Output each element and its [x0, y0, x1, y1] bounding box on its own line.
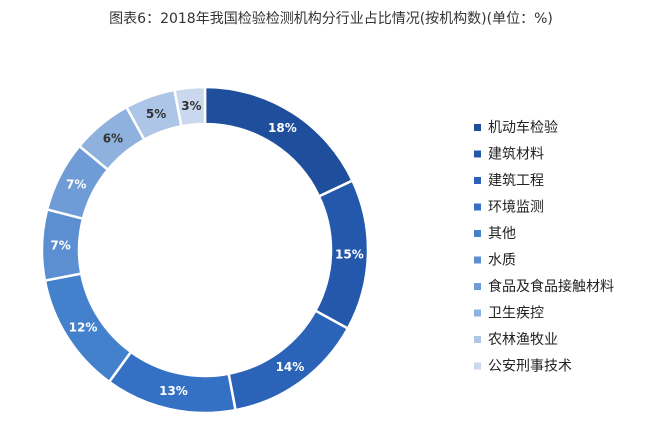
slice-label-3: 14% [276, 360, 305, 374]
slice-1 [203, 85, 355, 199]
legend-marker-10 [474, 362, 481, 370]
slice-label-8: 6% [103, 132, 123, 146]
legend-label-9: 农林渔牧业 [488, 332, 558, 348]
legend-marker-3 [474, 177, 481, 184]
legend-marker-6 [474, 256, 481, 264]
legend: 机动车检验建筑材料建筑工程环境监测其他水质食品及食品接触材料卫生疾控农林渔牧业公… [474, 119, 614, 375]
legend-label-1: 机动车检验 [488, 119, 558, 136]
slice-label-9: 5% [146, 107, 166, 121]
legend-marker-9 [474, 336, 481, 343]
slice-label-2: 15% [335, 248, 364, 262]
legend-marker-7 [474, 283, 481, 290]
slice-label-4: 13% [159, 384, 188, 398]
legend-label-3: 建筑工程 [488, 173, 544, 189]
slice-label-7: 7% [66, 177, 86, 191]
slice-label-10: 3% [181, 99, 201, 113]
slice-label-6: 7% [50, 238, 70, 252]
legend-marker-1 [474, 124, 481, 131]
legend-label-6: 水质 [488, 253, 516, 269]
legend-label-5: 其他 [488, 226, 516, 242]
slice-labels: 18% 15% 14% 13% 12% 7% 7% 6% 5% 3% [50, 99, 363, 398]
legend-label-2: 建筑材料 [488, 147, 544, 163]
slice-label-5: 12% [69, 320, 98, 334]
legend-label-8: 卫生疾控 [488, 306, 544, 322]
chart-title: 图表6：2018年我国检验检测机构分行业占比情况(按机构数)(单位：%) [109, 11, 553, 27]
slice-4 [107, 350, 238, 415]
slice-10 [172, 85, 207, 128]
legend-marker-4 [474, 203, 481, 211]
legend-label-7: 食品及食品接触材料 [488, 278, 614, 295]
legend-marker-5 [474, 230, 481, 237]
donut-slices [40, 85, 370, 415]
legend-label-4: 环境监测 [488, 200, 544, 216]
legend-marker-2 [474, 150, 481, 158]
legend-label-10: 公安刑事技术 [488, 359, 572, 375]
slice-label-1: 18% [268, 121, 297, 135]
legend-marker-8 [474, 309, 481, 317]
